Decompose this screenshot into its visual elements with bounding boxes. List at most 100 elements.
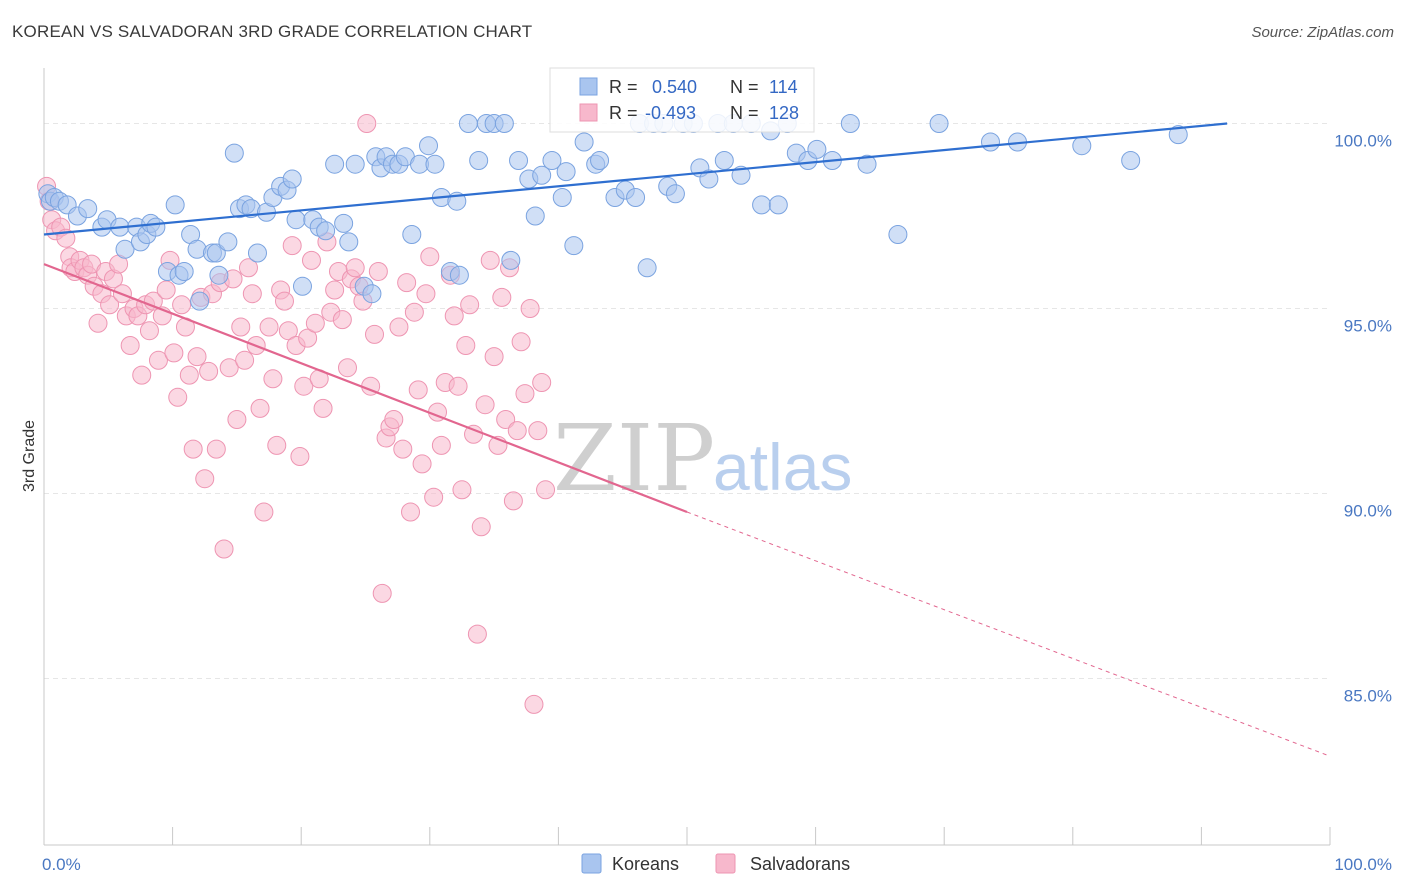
salvadoran-point: [475, 395, 495, 415]
legend-korean-r-label: R =: [609, 77, 638, 97]
salvadoran-point: [528, 421, 548, 441]
salvadoran-point: [282, 236, 302, 256]
korean-point: [316, 221, 336, 241]
x-tick-label: 100.0%: [1334, 855, 1392, 874]
korean-point: [840, 114, 860, 133]
salvadoran-point: [448, 376, 468, 396]
korean-point: [564, 236, 584, 256]
salvadoran-point: [480, 250, 500, 270]
salvadoran-point: [278, 321, 298, 341]
salvadoran-point: [507, 421, 527, 441]
korean-point: [626, 188, 646, 207]
salvadoran-point: [408, 380, 428, 400]
salvadoran-point: [452, 480, 472, 500]
legend-stats: R = 0.540 N = 114 R = -0.493 N = 128: [549, 67, 815, 133]
salvadoran-point: [520, 299, 540, 318]
legend-korean-n-value: 114: [769, 77, 798, 97]
salvadoran-point: [172, 295, 192, 315]
y-axis-label: 3rd Grade: [21, 420, 38, 492]
salvadoran-point: [420, 247, 440, 267]
y-tick-label: 85.0%: [1344, 687, 1392, 706]
korean-point: [542, 151, 562, 170]
salvadoran-point: [254, 502, 274, 522]
korean-trend-line: [43, 122, 1228, 236]
trend-lines: [43, 122, 1331, 757]
y-tick-label: 95.0%: [1344, 317, 1392, 336]
salvadoran-point: [404, 302, 424, 322]
salvadoran-point: [337, 358, 357, 378]
salvadoran-point: [492, 287, 512, 307]
salvadoran-point: [156, 280, 176, 300]
korean-point: [714, 151, 734, 170]
korean-point: [1121, 151, 1141, 170]
korean-point: [501, 250, 521, 270]
legend-salvadoran-n-label: N =: [730, 103, 759, 123]
salvadoran-point: [139, 321, 159, 341]
korean-point: [590, 151, 610, 170]
salvadoran-point: [132, 365, 152, 385]
salvadoran-point: [393, 439, 413, 459]
korean-point: [980, 132, 1000, 152]
salvadoran-point: [444, 306, 464, 326]
korean-point: [165, 195, 185, 215]
korean-point: [494, 114, 514, 133]
salvadoran-point: [416, 284, 436, 304]
korean-point: [509, 151, 529, 170]
salvadoran-point: [460, 295, 480, 315]
salvadoran-trend-line: [43, 263, 688, 514]
korean-point: [325, 154, 345, 174]
salvadoran-point: [412, 454, 432, 474]
korean-point: [929, 114, 949, 133]
salvadoran-point: [219, 358, 239, 378]
salvadoran-point: [88, 313, 108, 333]
salvadoran-point: [274, 291, 294, 311]
korean-point: [282, 169, 302, 189]
salvadoran-point: [357, 114, 377, 133]
korean-point: [857, 154, 877, 174]
korean-point: [334, 213, 354, 233]
salvadoran-point: [524, 694, 544, 714]
salvadoran-point: [263, 369, 283, 389]
salvadoran-point: [259, 317, 279, 337]
korean-point: [807, 139, 827, 159]
salvadoran-point: [199, 361, 219, 381]
legend-salvadorans-label: Salvadorans: [750, 854, 850, 874]
x-tick-label: 0.0%: [42, 855, 81, 874]
legend-koreans-swatch: [581, 853, 602, 874]
salvadoran-point: [471, 517, 491, 537]
korean-point: [218, 232, 238, 252]
salvadoran-point: [372, 583, 392, 603]
korean-point: [286, 210, 306, 230]
salvadoran-point: [401, 502, 421, 522]
salvadoran-point: [100, 295, 120, 315]
salvadoran-point: [325, 280, 345, 300]
salvadoran-point: [332, 310, 352, 330]
korean-point: [469, 151, 489, 170]
korean-point: [339, 232, 359, 252]
korean-point: [345, 154, 365, 174]
salvadoran-point: [456, 336, 476, 355]
salvadoran-point: [235, 350, 255, 370]
korean-point: [425, 154, 445, 174]
korean-point: [224, 143, 244, 163]
salvadoran-point: [511, 332, 531, 352]
salvadoran-point: [227, 410, 247, 429]
salvadoran-point: [384, 410, 404, 429]
korean-point: [637, 258, 657, 278]
korean-point: [574, 132, 594, 152]
salvadoran-point: [313, 398, 333, 418]
salvadoran-point: [503, 491, 523, 511]
legend-salvadoran-n-value: 128: [769, 103, 799, 123]
salvadoran-point: [536, 480, 556, 500]
chart-source: Source: ZipAtlas.com: [1251, 24, 1394, 41]
salvadoran-point: [532, 373, 552, 392]
chart-title: KOREAN VS SALVADORAN 3RD GRADE CORRELATI…: [12, 22, 533, 41]
salvadoran-point: [515, 384, 535, 404]
salvadoran-point: [431, 435, 451, 455]
korean-point: [146, 217, 166, 237]
y-tick-label: 90.0%: [1344, 502, 1392, 521]
salvadoran-point: [148, 350, 168, 370]
salvadoran-trend-extension: [686, 511, 1331, 757]
korean-point: [532, 165, 552, 185]
